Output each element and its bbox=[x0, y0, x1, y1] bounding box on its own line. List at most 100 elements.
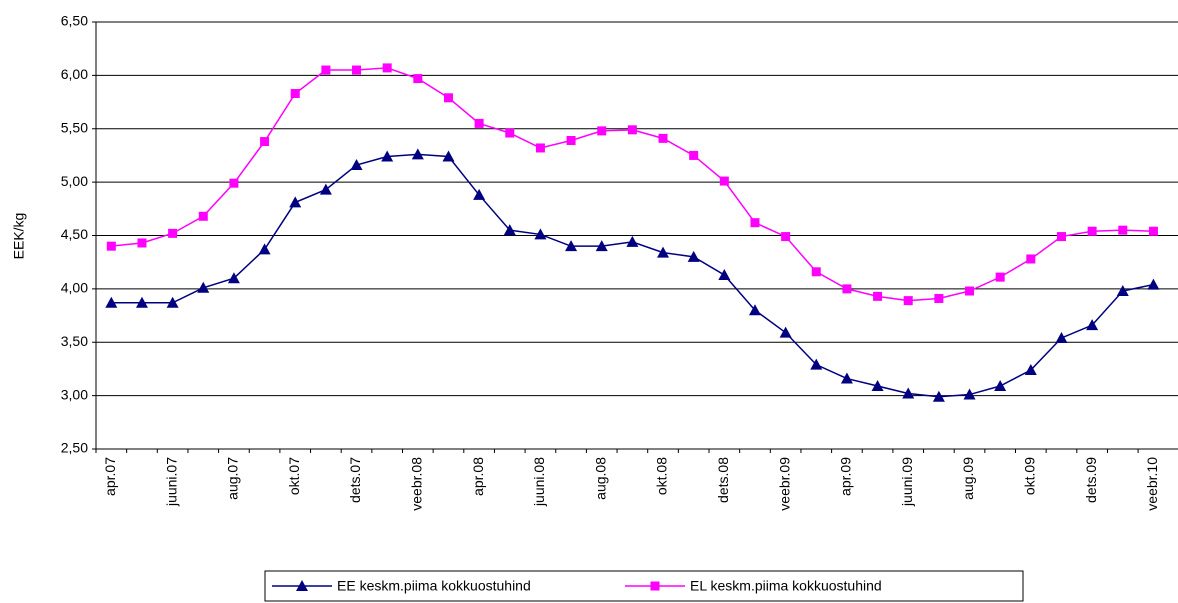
data-point bbox=[443, 93, 453, 103]
data-point bbox=[473, 188, 486, 200]
y-tick-label: 5,00 bbox=[61, 173, 88, 189]
data-point bbox=[963, 388, 976, 400]
data-point bbox=[105, 296, 118, 308]
data-point bbox=[381, 150, 394, 162]
data-point bbox=[658, 133, 668, 143]
legend-marker bbox=[296, 580, 308, 591]
x-tick-label: juuni.08 bbox=[531, 457, 547, 507]
x-tick-label: veebr.09 bbox=[776, 457, 792, 511]
data-point bbox=[258, 243, 271, 255]
x-tick-label: apr.08 bbox=[470, 457, 486, 496]
data-point bbox=[750, 218, 760, 228]
data-point bbox=[781, 232, 791, 242]
x-tick-label: dets.09 bbox=[1083, 457, 1099, 503]
y-tick-label: 4,00 bbox=[61, 280, 88, 296]
x-tick-label: veebr.10 bbox=[1144, 457, 1160, 511]
data-point bbox=[1147, 278, 1160, 290]
data-point bbox=[903, 296, 913, 306]
y-tick-label: 6,50 bbox=[61, 13, 88, 29]
data-point bbox=[1116, 285, 1129, 297]
y-axis-label: EEK/kg bbox=[11, 213, 27, 260]
x-tick-label: veebr.08 bbox=[409, 457, 425, 511]
data-point bbox=[965, 286, 975, 296]
data-point bbox=[779, 326, 792, 338]
y-tick-label: 4,50 bbox=[61, 226, 88, 242]
data-point bbox=[687, 250, 700, 262]
x-tick-label: aug.07 bbox=[225, 457, 241, 500]
data-point bbox=[565, 240, 578, 252]
data-point bbox=[1148, 226, 1158, 236]
x-tick-label: dets.07 bbox=[347, 457, 363, 503]
x-tick-label: juuni.09 bbox=[899, 457, 915, 507]
x-tick-label: aug.09 bbox=[960, 457, 976, 500]
data-point bbox=[689, 150, 699, 160]
x-tick-label: juuni.07 bbox=[163, 457, 179, 507]
y-tick-label: 2,50 bbox=[61, 440, 88, 456]
data-point bbox=[595, 240, 608, 252]
data-point bbox=[503, 224, 516, 236]
data-point bbox=[135, 296, 148, 308]
data-point bbox=[657, 246, 670, 258]
data-point bbox=[719, 176, 729, 186]
x-tick-label: aug.08 bbox=[592, 457, 608, 500]
data-point bbox=[934, 293, 944, 303]
data-point bbox=[597, 126, 607, 136]
data-point bbox=[229, 178, 239, 188]
data-point bbox=[871, 380, 884, 392]
data-point bbox=[106, 241, 116, 251]
data-point bbox=[534, 228, 547, 240]
data-point bbox=[352, 65, 362, 75]
data-point bbox=[810, 358, 823, 370]
data-point bbox=[535, 143, 545, 153]
data-point bbox=[197, 281, 210, 293]
data-point bbox=[1087, 226, 1097, 236]
x-tick-label: okt.08 bbox=[654, 457, 670, 495]
data-point bbox=[626, 235, 639, 247]
data-point bbox=[166, 296, 179, 308]
data-point bbox=[842, 284, 852, 294]
data-point bbox=[442, 150, 455, 162]
data-point bbox=[840, 372, 853, 384]
data-point bbox=[994, 380, 1007, 392]
y-tick-label: 6,00 bbox=[61, 66, 88, 82]
x-tick-label: apr.09 bbox=[838, 457, 854, 496]
data-point bbox=[932, 390, 945, 402]
data-point bbox=[1026, 254, 1036, 264]
data-point bbox=[718, 268, 731, 280]
data-point bbox=[168, 228, 178, 238]
data-point bbox=[319, 183, 332, 195]
data-point bbox=[902, 387, 915, 399]
x-tick-label: okt.07 bbox=[286, 457, 302, 495]
data-point bbox=[198, 211, 208, 221]
y-tick-label: 3,50 bbox=[61, 333, 88, 349]
data-point bbox=[227, 272, 240, 284]
data-point bbox=[505, 128, 515, 138]
data-point bbox=[811, 267, 821, 277]
data-point bbox=[474, 118, 484, 128]
data-point bbox=[289, 196, 302, 208]
data-point bbox=[290, 89, 300, 99]
data-point bbox=[1024, 364, 1037, 376]
series-line bbox=[111, 67, 1154, 302]
data-point bbox=[350, 159, 363, 171]
data-point bbox=[137, 238, 147, 248]
data-point bbox=[873, 291, 883, 301]
data-point bbox=[995, 272, 1005, 282]
data-point bbox=[411, 148, 424, 160]
data-point bbox=[1086, 319, 1099, 331]
x-tick-label: apr.07 bbox=[102, 457, 118, 496]
data-point bbox=[321, 65, 331, 75]
data-point bbox=[566, 135, 576, 145]
x-tick-label: okt.09 bbox=[1022, 457, 1038, 495]
data-point bbox=[260, 137, 270, 147]
y-tick-label: 3,00 bbox=[61, 386, 88, 402]
data-point bbox=[1055, 331, 1068, 343]
data-point bbox=[748, 304, 761, 316]
data-point bbox=[382, 63, 392, 73]
x-tick-label: dets.08 bbox=[715, 457, 731, 503]
legend-label: EL keskm.piima kokkuostuhind bbox=[690, 578, 882, 594]
data-point bbox=[1056, 232, 1066, 242]
legend-label: EE keskm.piima kokkuostuhind bbox=[337, 578, 531, 594]
data-point bbox=[1118, 225, 1128, 235]
